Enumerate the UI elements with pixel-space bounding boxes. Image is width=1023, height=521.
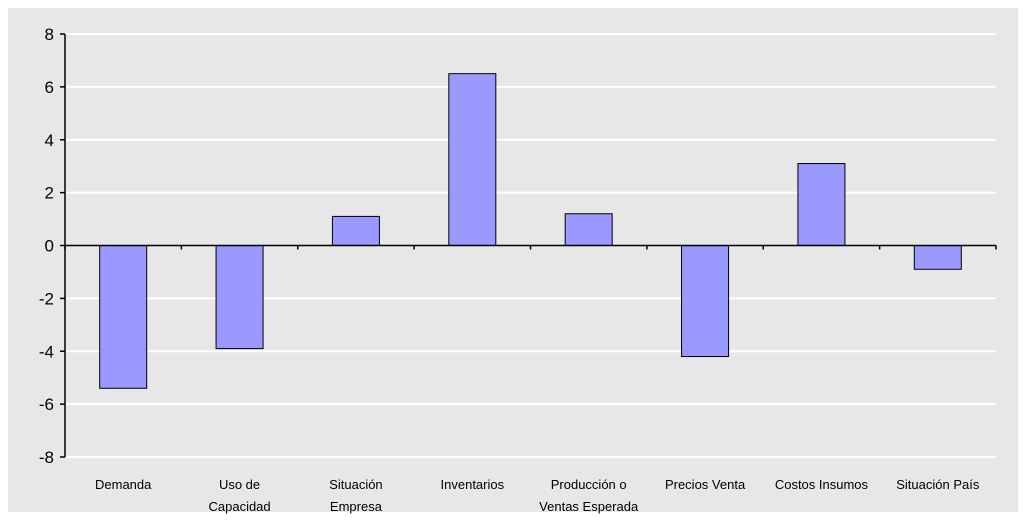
plot-background — [8, 8, 1018, 512]
x-tick-label: Ventas Esperada — [539, 499, 639, 514]
x-tick-label: Situación País — [896, 477, 980, 492]
y-tick-label: -6 — [39, 395, 54, 414]
y-tick-label: -4 — [39, 342, 54, 361]
x-tick-label: Producción o — [551, 477, 627, 492]
y-tick-label: 4 — [45, 131, 54, 150]
y-tick-label: -8 — [39, 448, 54, 467]
bar — [99, 245, 148, 389]
bar — [564, 213, 613, 246]
x-tick-label: Uso de — [219, 477, 260, 492]
x-tick-label: Inventarios — [441, 477, 505, 492]
x-tick-label: Situación — [329, 477, 382, 492]
x-tick-label: Demanda — [95, 477, 152, 492]
y-tick-label: 8 — [45, 25, 54, 44]
bar — [215, 245, 264, 350]
bar — [448, 73, 497, 246]
x-tick-label: Empresa — [330, 499, 383, 514]
x-tick-label: Precios Venta — [665, 477, 746, 492]
y-tick-label: 0 — [45, 237, 54, 256]
bar — [797, 163, 846, 246]
y-tick-label: -2 — [39, 289, 54, 308]
y-tick-label: 2 — [45, 184, 54, 203]
x-tick-label: Costos Insumos — [775, 477, 869, 492]
y-tick-label: 6 — [45, 78, 54, 97]
bar — [913, 245, 962, 270]
bar — [331, 215, 380, 246]
x-tick-label: Capacidad — [208, 499, 270, 514]
bar — [681, 245, 730, 358]
